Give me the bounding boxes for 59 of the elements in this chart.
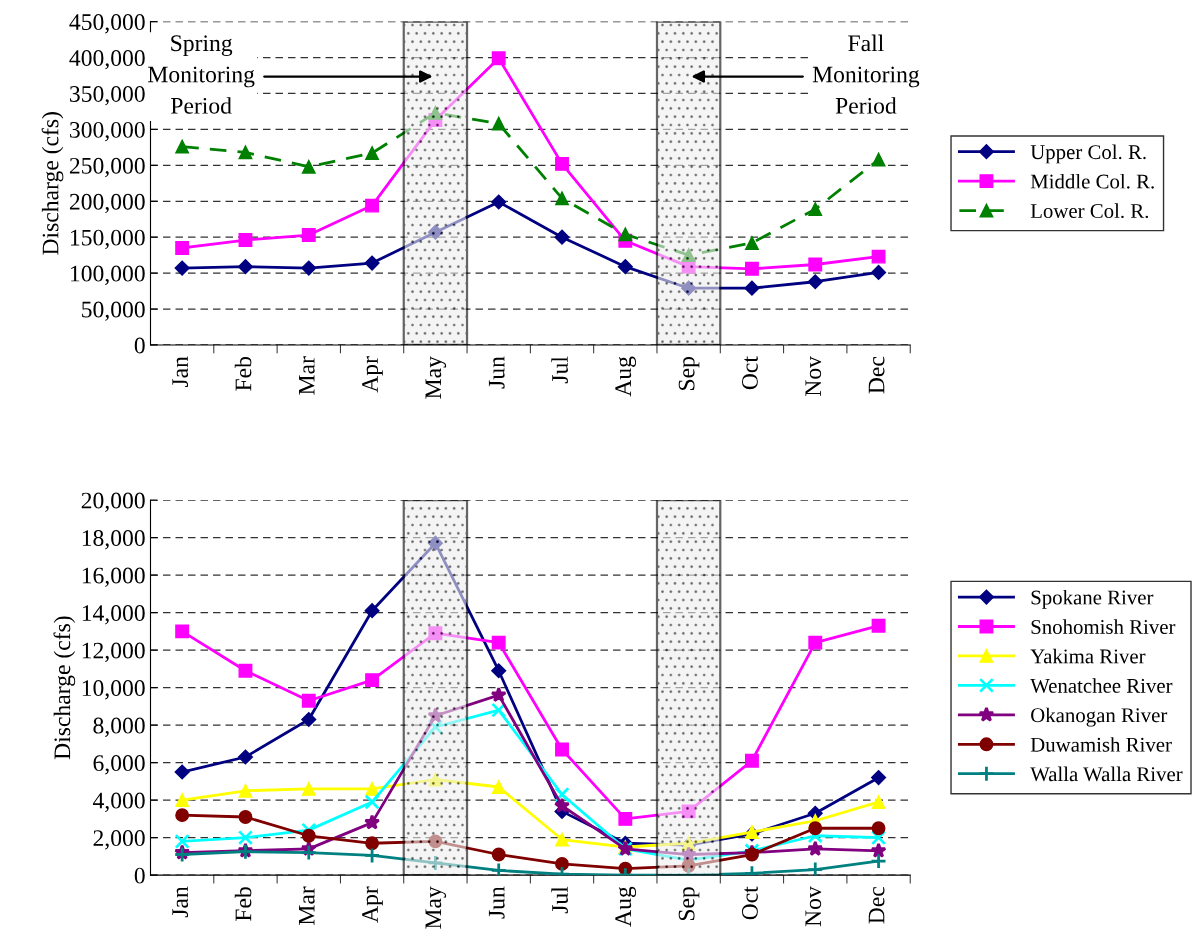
y-tick-label: 2,000 (93, 830, 145, 850)
x-tick-label: Jan (172, 356, 189, 388)
y-tick-label: 200,000 (69, 193, 145, 214)
x-tick-label: May (425, 356, 447, 399)
x-tick-label: Mar (298, 356, 315, 395)
x-tick-label: Dec (868, 886, 885, 924)
legend-label: Yakima River (1030, 648, 1146, 664)
y-axis-title: Discharge (cfs) (53, 616, 76, 760)
x-tick-label: Feb (234, 887, 252, 921)
legend-label: Wenatchee River (1030, 678, 1173, 693)
legend-label: Middle Col. R. (1030, 173, 1154, 189)
x-tick-label: Nov (805, 886, 822, 927)
x-tick-label: Jan (172, 886, 189, 918)
x-tick-label: Feb (234, 356, 252, 391)
y-tick-label: 14,000 (82, 605, 145, 625)
y-tick-label: 0 (134, 867, 145, 884)
annotation: Spring Monitoring Period (148, 35, 255, 114)
x-tick-label: Jul (551, 886, 568, 914)
y-tick-label: 250,000 (69, 157, 145, 178)
x-tick-label: Jun (488, 886, 505, 919)
x-tick-label: Jun (488, 356, 505, 389)
y-tick-label: 12,000 (82, 642, 145, 662)
x-tick-label: Sep (678, 887, 700, 921)
y-tick-label: 450,000 (69, 14, 145, 34)
y-tick-label: 16,000 (82, 567, 145, 587)
y-tick-label: 50,000 (82, 301, 145, 321)
x-tick-label: Oct (741, 886, 758, 920)
legend-label: Spokane River (1031, 589, 1154, 609)
x-tick-label: Apr (362, 356, 383, 393)
x-tick-label: Aug (615, 356, 637, 397)
legend-label: Duwamish River (1030, 737, 1172, 752)
x-tick-label: Nov (805, 356, 822, 397)
x-tick-label: Apr (362, 886, 383, 923)
x-tick-label: May (425, 886, 447, 929)
y-tick-label: 18,000 (82, 530, 145, 550)
x-tick-label: Jul (551, 356, 568, 384)
annotation: Fall Monitoring Period (812, 34, 920, 114)
x-tick-label: Sep (678, 357, 700, 390)
y-tick-label: 150,000 (70, 229, 145, 250)
y-tick-label: 300,000 (70, 121, 145, 142)
y-tick-label: 0 (134, 337, 145, 354)
y-tick-label: 6,000 (93, 755, 145, 775)
legend-label: Walla Walla River (1030, 766, 1183, 782)
legend-label: Upper Col. R. (1030, 144, 1146, 164)
x-tick-label: Aug (615, 886, 637, 927)
x-tick-label: Oct (741, 356, 758, 390)
y-axis-title: Discharge (cfs) (41, 112, 64, 255)
y-tick-label: 4,000 (92, 792, 145, 812)
y-tick-label: 350,000 (70, 85, 145, 106)
x-tick-label: Dec (868, 356, 885, 394)
y-tick-label: 8,000 (93, 717, 145, 737)
y-tick-label: 400,000 (69, 50, 145, 70)
y-tick-label: 10,000 (82, 680, 145, 700)
y-tick-label: 20,000 (81, 492, 145, 512)
x-tick-label: Mar (298, 886, 315, 925)
y-tick-label: 100,000 (70, 265, 145, 285)
legend-label: Snohomish River (1031, 619, 1176, 634)
legend-label: Lower Col. R. (1030, 203, 1149, 219)
legend-label: Okanogan River (1031, 707, 1168, 727)
